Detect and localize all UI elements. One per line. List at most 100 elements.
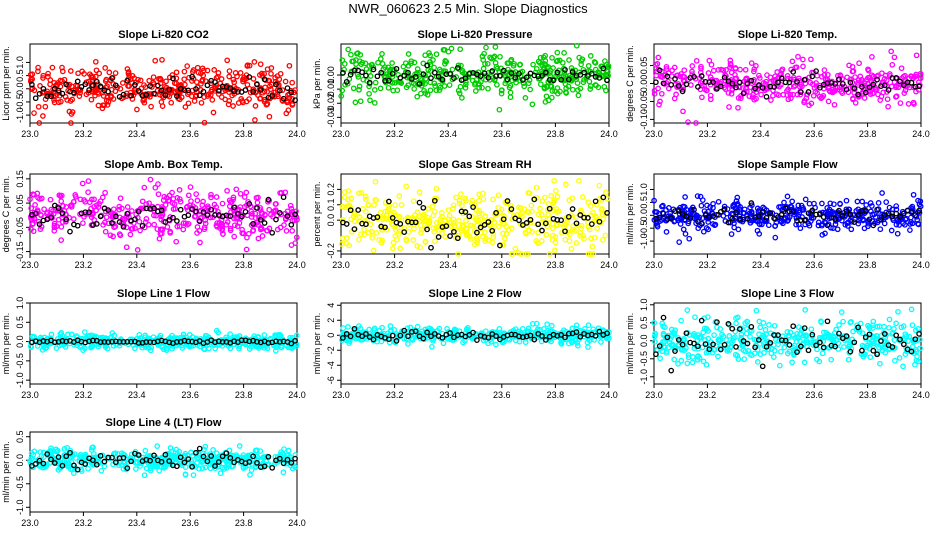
data-point: [587, 203, 594, 209]
data-point: [410, 225, 417, 232]
reference-point: [588, 70, 595, 77]
data-point: [396, 193, 403, 199]
reference-point: [340, 70, 346, 76]
data-point: [772, 73, 779, 80]
data-point: [710, 67, 717, 74]
reference-point: [170, 75, 176, 82]
reference-point: [51, 202, 58, 209]
data-point: [484, 60, 491, 67]
x-tick-label: 23.4: [752, 129, 770, 139]
data-point: [432, 208, 438, 215]
data-point: [548, 94, 555, 101]
panel-title: Slope Line 3 Flow: [741, 288, 834, 300]
data-point: [133, 466, 139, 472]
reference-point: [698, 220, 705, 227]
data-point: [915, 197, 921, 204]
reference-point: [401, 72, 408, 79]
data-point: [501, 235, 508, 242]
x-tick-label: 23.8: [547, 390, 565, 400]
data-point: [793, 64, 800, 71]
data-point: [72, 192, 79, 198]
panel-title: Slope Li-820 Temp.: [738, 29, 837, 41]
reference-point: [200, 88, 207, 95]
data-point: [132, 225, 138, 232]
reference-point: [767, 210, 774, 216]
data-point: [699, 94, 705, 101]
data-point: [151, 212, 157, 219]
reference-point: [798, 343, 804, 350]
reference-point: [177, 206, 184, 213]
data-point: [754, 227, 761, 234]
data-point: [348, 51, 354, 58]
reference-point: [756, 82, 762, 88]
data-point: [910, 191, 917, 198]
x-tick-label: 23.4: [752, 390, 770, 400]
reference-point: [78, 83, 85, 90]
data-point: [784, 73, 791, 79]
data-point: [525, 80, 532, 87]
data-point: [817, 335, 824, 342]
reference-point: [729, 80, 736, 87]
reference-point: [196, 92, 203, 99]
data-point: [410, 198, 417, 204]
data-point: [526, 77, 533, 83]
data-point: [390, 87, 397, 94]
data-point: [595, 325, 602, 332]
x-tick-label: 23.2: [386, 390, 404, 400]
reference-point: [790, 208, 797, 215]
data-point: [473, 207, 480, 214]
reference-point: [542, 337, 549, 343]
data-point: [848, 319, 854, 325]
reference-point: [573, 220, 580, 227]
data-point: [516, 338, 523, 345]
data-point: [915, 220, 921, 227]
data-point: [266, 113, 273, 120]
y-axis-label: ml/min per min.: [1, 441, 11, 503]
panel-title: Slope Gas Stream RH: [418, 159, 531, 171]
data-point: [700, 329, 707, 336]
reference-point: [539, 72, 545, 79]
reference-point: [824, 318, 831, 325]
data-point: [218, 94, 225, 100]
data-point: [586, 78, 593, 85]
data-point: [57, 193, 64, 199]
data-point: [808, 326, 815, 333]
data-point: [476, 197, 482, 204]
data-point: [348, 69, 355, 75]
data-point: [672, 327, 679, 334]
reference-point: [801, 76, 808, 83]
reference-point: [794, 349, 800, 355]
data-point: [806, 200, 813, 207]
data-point: [564, 219, 570, 226]
reference-point: [885, 87, 892, 93]
panel-title: Slope Amb. Box Temp.: [104, 159, 223, 171]
data-point: [422, 239, 429, 245]
reference-point: [675, 337, 682, 343]
data-point: [859, 330, 866, 337]
data-point: [450, 205, 457, 212]
data-point: [577, 85, 584, 92]
data-point: [493, 341, 499, 348]
data-point: [99, 105, 106, 112]
reference-point: [489, 227, 496, 234]
reference-point: [710, 341, 716, 348]
data-point: [788, 95, 794, 102]
data-point: [103, 214, 110, 221]
x-tick-label: 23.4: [752, 260, 770, 270]
data-point: [98, 212, 105, 219]
data-point: [892, 357, 898, 364]
data-point: [884, 96, 891, 103]
data-point: [400, 63, 407, 70]
reference-point: [55, 87, 62, 94]
data-point: [703, 349, 710, 356]
data-point: [542, 62, 549, 69]
data-point: [418, 229, 424, 236]
data-point: [891, 337, 898, 343]
data-point: [119, 205, 125, 212]
data-point: [766, 322, 772, 328]
data-point: [786, 334, 792, 340]
data-point: [708, 61, 715, 68]
data-point: [886, 324, 892, 331]
data-point: [199, 202, 206, 209]
data-point: [457, 46, 464, 53]
